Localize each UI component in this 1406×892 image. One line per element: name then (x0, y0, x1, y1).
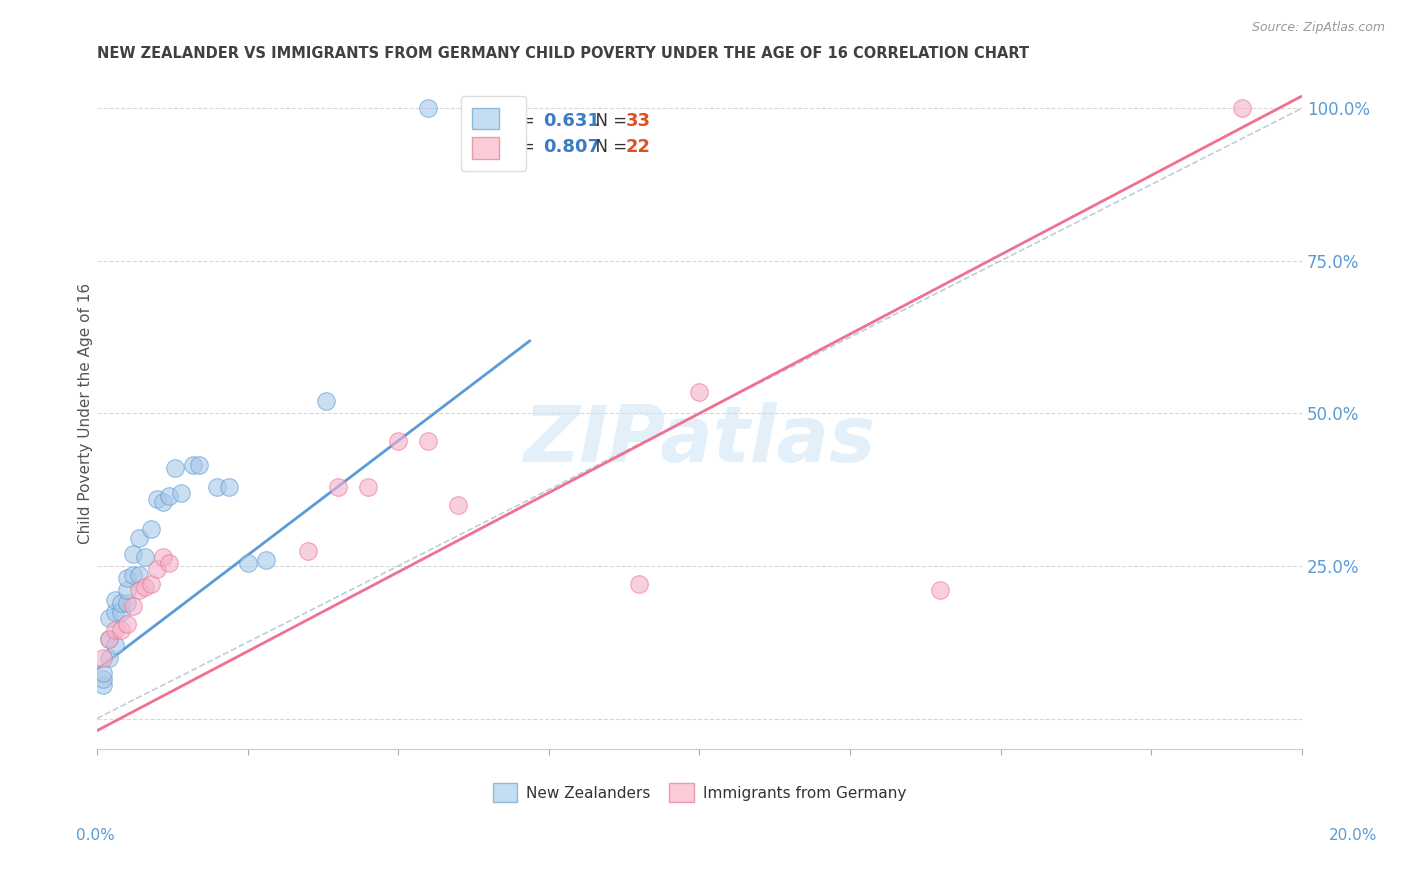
Point (97, 650, 120, 665)
Point (91, 650, 114, 665)
Point (1230, 101, 1253, 115)
Point (418, 434, 440, 448)
Text: 22: 22 (626, 138, 651, 156)
Point (91, 665, 114, 680)
Point (122, 547, 145, 561)
Legend: New Zealanders, Immigrants from Germany: New Zealanders, Immigrants from Germany (486, 777, 912, 808)
Text: 33: 33 (626, 112, 651, 129)
Point (152, 495, 174, 509)
Text: 20.0%: 20.0% (1329, 829, 1376, 843)
Y-axis label: Child Poverty Under the Age of 16: Child Poverty Under the Age of 16 (79, 283, 93, 544)
Point (104, 605, 127, 619)
Point (134, 580, 156, 594)
Point (115, 616, 138, 631)
Text: 0.631: 0.631 (544, 112, 600, 129)
Point (128, 568, 150, 582)
Point (929, 583, 952, 598)
Point (157, 556, 180, 570)
Point (110, 605, 132, 619)
Point (628, 577, 651, 591)
Point (91, 678, 114, 692)
Point (139, 577, 162, 591)
Point (104, 623, 127, 637)
Point (115, 596, 138, 610)
Point (104, 592, 127, 607)
Text: N =: N = (585, 138, 631, 156)
Point (165, 461, 187, 475)
Point (236, 556, 259, 570)
Point (297, 543, 319, 558)
Point (181, 458, 204, 473)
Point (128, 583, 150, 598)
Point (128, 532, 150, 546)
Point (122, 568, 145, 582)
Point (110, 596, 132, 610)
Point (91, 672, 114, 686)
Point (110, 623, 132, 637)
Text: 0.807: 0.807 (544, 138, 600, 156)
Point (146, 562, 169, 576)
Point (115, 583, 138, 598)
Point (104, 638, 127, 652)
Point (157, 489, 180, 503)
Point (418, 101, 440, 115)
Point (357, 480, 380, 494)
Text: 0.0%: 0.0% (76, 829, 115, 843)
Point (139, 522, 162, 536)
Point (97, 611, 120, 625)
Point (170, 485, 193, 500)
Point (254, 553, 277, 567)
Point (122, 599, 145, 613)
Point (134, 549, 156, 564)
Point (115, 571, 138, 585)
Point (188, 458, 211, 473)
Text: NEW ZEALANDER VS IMMIGRANTS FROM GERMANY CHILD POVERTY UNDER THE AGE OF 16 CORRE: NEW ZEALANDER VS IMMIGRANTS FROM GERMANY… (97, 46, 1029, 62)
Text: R =: R = (503, 138, 540, 156)
Point (326, 480, 349, 494)
Point (152, 549, 174, 564)
Point (97, 632, 120, 647)
Point (97, 632, 120, 647)
Text: N =: N = (585, 112, 631, 129)
Point (315, 394, 337, 409)
Point (207, 480, 229, 494)
Point (447, 498, 470, 512)
Point (146, 491, 169, 506)
Point (218, 480, 240, 494)
Point (688, 384, 710, 399)
Text: ZIPatlas: ZIPatlas (523, 402, 876, 478)
Text: R =: R = (503, 112, 540, 129)
Point (387, 434, 409, 448)
Text: Source: ZipAtlas.com: Source: ZipAtlas.com (1251, 21, 1385, 34)
